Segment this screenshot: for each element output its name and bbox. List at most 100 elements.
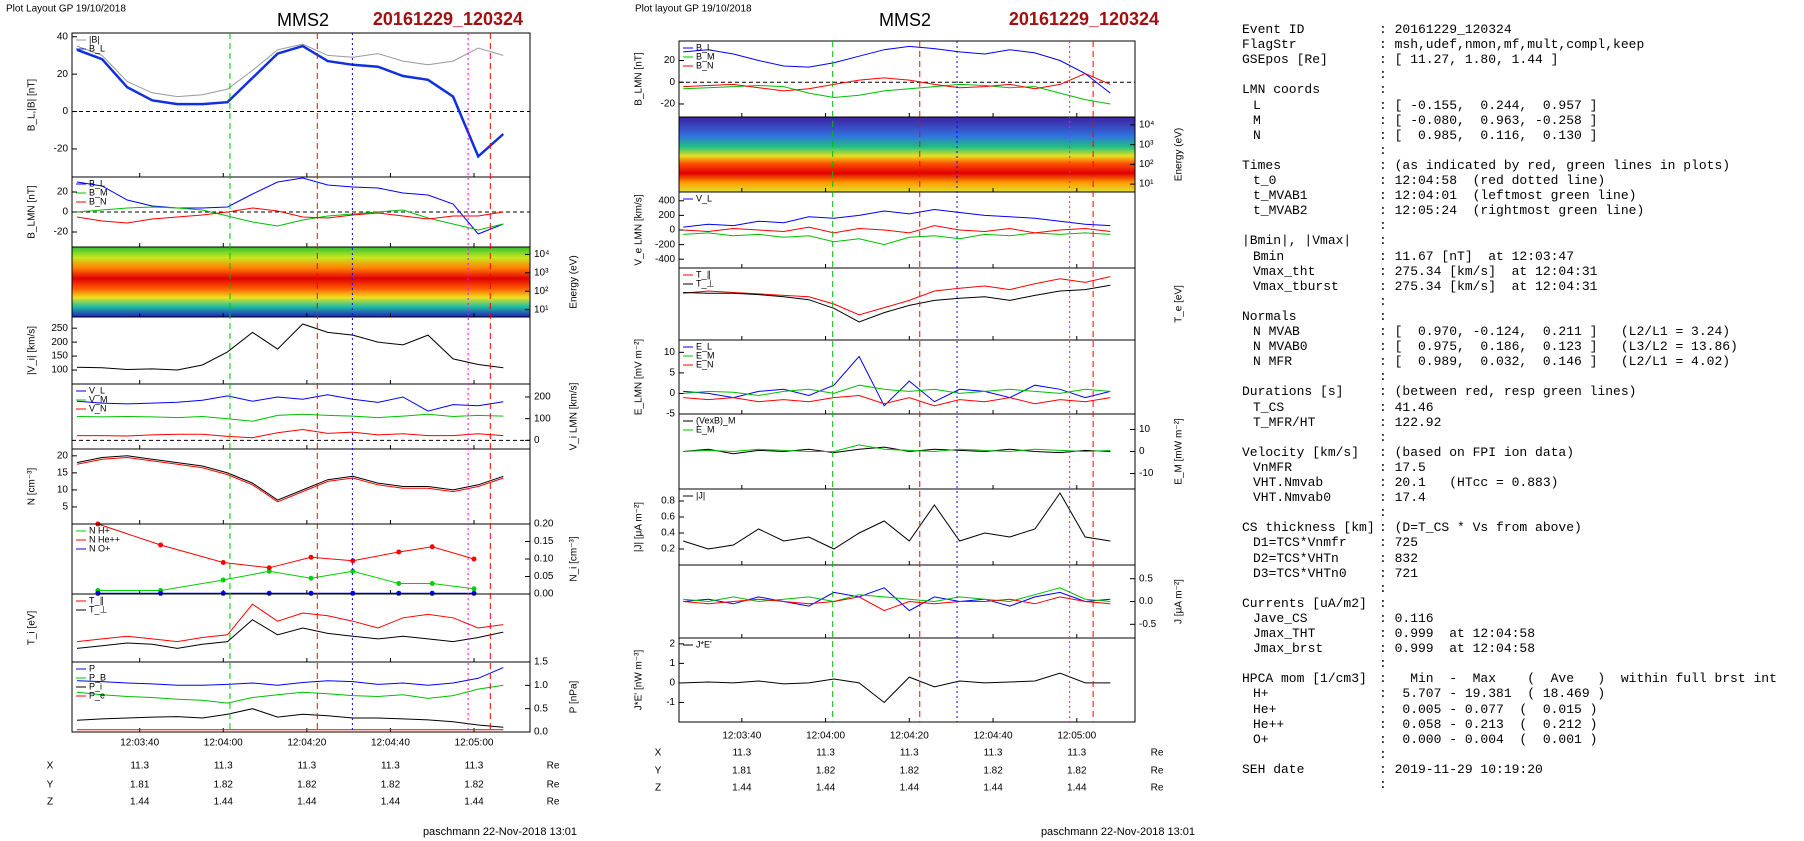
y-axis-label: N [cm⁻³] (27, 468, 38, 506)
series-line (76, 206, 504, 231)
series-line (683, 587, 1111, 612)
spacecraft-title: MMS2 (277, 10, 329, 30)
y-tick-label: -20 (54, 227, 69, 238)
summary-value: : 725 (1379, 535, 1419, 551)
panel-frame (678, 339, 1136, 415)
y-tick-label: 0 (669, 225, 675, 236)
y-tick-label: 10⁴ (1139, 120, 1154, 131)
position-value: 11.3 (297, 761, 316, 772)
summary-key: Vmax_tburst (1253, 278, 1339, 294)
legend-label: E_M (696, 350, 715, 360)
position-unit: Re (547, 761, 560, 772)
summary-key: O+ (1253, 731, 1269, 747)
summary-key: He++ (1253, 716, 1285, 732)
y-tick-label: 20 (664, 55, 676, 66)
y-tick-label: 20 (57, 450, 69, 461)
panel-frame (678, 40, 1136, 118)
data-point (471, 556, 477, 562)
summary-value: : (1379, 369, 1387, 385)
legend-label: V_L (89, 385, 105, 395)
summary-key: Event ID (1242, 22, 1305, 37)
y-tick-label: -400 (655, 254, 675, 265)
y-tick-label: 400 (658, 195, 675, 206)
legend-label: P (89, 663, 95, 673)
y-tick-label: 200 (658, 210, 675, 221)
position-unit: Re (547, 797, 560, 808)
legend-label: (VexB)_M (696, 415, 736, 425)
legend-label: T_∥ (89, 595, 104, 605)
y-tick-label: 0.05 (534, 571, 554, 582)
panel-frame (678, 564, 1136, 639)
legend-label: T_∥ (696, 269, 711, 279)
y-tick-label: 10¹ (1139, 179, 1154, 190)
summary-value: : 832 (1379, 550, 1419, 566)
y-tick-label: 0.6 (661, 512, 675, 523)
series-line (76, 43, 504, 98)
y-tick-label: 0.0 (534, 727, 548, 738)
data-point (396, 590, 402, 596)
legend-label: B_L (89, 178, 105, 188)
legend-label: B_L (89, 43, 105, 53)
y-tick-label: 200 (534, 392, 551, 403)
series-line (683, 225, 1111, 234)
y-tick-label: 20 (57, 69, 69, 80)
summary-key: CS thickness [km] (1242, 520, 1375, 536)
series-line (683, 284, 1111, 323)
y-tick-label: -1 (666, 697, 675, 708)
panel-frame (678, 637, 1136, 723)
position-value: 1.44 (983, 783, 1003, 794)
panel-frame (71, 32, 531, 178)
summary-value: : (1379, 233, 1387, 249)
summary-value: : [ -0.155, 0.244, 0.957 ] (1379, 97, 1598, 113)
series-line (683, 355, 1111, 407)
legend-label: E_M (696, 424, 715, 434)
summary-key: N MFR (1253, 354, 1293, 370)
summary-key: L (1253, 97, 1261, 113)
panel-frame (678, 267, 1136, 341)
y-axis-label: P [nPa] (569, 680, 580, 713)
y-tick-label: 200 (51, 337, 68, 348)
panel-frame (71, 448, 531, 525)
x-tick-label: 12:04:00 (806, 731, 845, 742)
legend-label: T_⊥ (89, 604, 108, 614)
summary-key: t_MVAB2 (1253, 203, 1308, 219)
data-point (266, 590, 272, 596)
series-line (97, 570, 475, 591)
y-tick-label: 15 (57, 468, 69, 479)
summary-key: Currents [uA/m2] (1242, 595, 1367, 611)
y-tick-label: 0.8 (661, 496, 675, 507)
y-tick-label: -5 (666, 409, 675, 420)
summary-key: |Bmin|, |Vmax| (1242, 233, 1352, 249)
position-value: 1.82 (816, 766, 836, 777)
summary-key: GSEpos [Re] (1242, 52, 1328, 68)
legend-label: B_M (89, 187, 108, 197)
position-value: 1.81 (130, 780, 150, 791)
y-axis-label: |J| [μA m⁻²] (634, 502, 645, 552)
position-value: 11.3 (984, 748, 1003, 759)
y-tick-label: 0.5 (1139, 573, 1153, 584)
summary-key: VHT.Nmvab0 (1253, 490, 1332, 506)
x-tick-label: 12:03:40 (120, 738, 159, 749)
data-point (308, 554, 314, 560)
legend-label: P_i (89, 681, 102, 691)
y-tick-label: -20 (661, 99, 676, 110)
series-line (683, 446, 1111, 455)
summary-value: : 20.1 (HTcc = 0.883) (1379, 475, 1559, 490)
summary-value: : 5.707 - 19.381 ( 18.469 ) (1379, 686, 1606, 702)
summary-value: : (between red, resp green lines) (1379, 384, 1637, 400)
position-label: Y (47, 780, 54, 791)
position-value: 1.44 (381, 797, 401, 808)
position-value: 1.82 (214, 780, 234, 791)
panel-frame (71, 316, 531, 385)
y-axis-label: B_L,|B| [nT] (27, 79, 38, 132)
series-line (683, 444, 1111, 453)
position-value: 1.44 (900, 783, 920, 794)
y-tick-label: 20 (57, 187, 69, 198)
y-tick-label: 0.20 (534, 519, 554, 530)
y-axis-label: E_LMN [mV m⁻²] (634, 339, 645, 416)
panel-frame (71, 523, 531, 595)
x-tick-label: 12:03:40 (722, 731, 761, 742)
summary-value: : [ 11.27, 1.80, 1.44 ] (1379, 52, 1559, 68)
data-point (266, 568, 272, 574)
summary-key: H+ (1253, 686, 1269, 702)
